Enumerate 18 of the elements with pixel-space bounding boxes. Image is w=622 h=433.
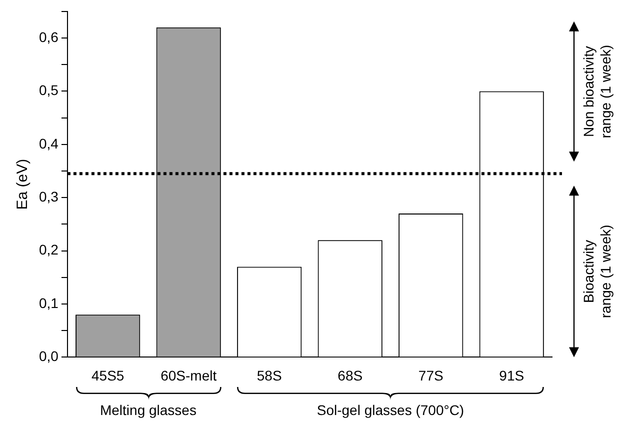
x-tick-label: 77S <box>418 367 444 384</box>
y-tick-label: 0,0 <box>38 348 59 364</box>
y-tick-label: 0,3 <box>38 188 59 204</box>
text: Bioactivity range (1 week) <box>580 224 614 318</box>
x-tick-label: 45S5 <box>91 367 124 384</box>
y-tick-label: 0,4 <box>38 135 59 152</box>
y-tick-label: 0,6 <box>38 28 59 45</box>
x-tick-label: 58S <box>256 367 282 384</box>
text: Sol-gel glasses (700°C) <box>316 402 464 418</box>
x-tick-label: 60S-melt <box>160 367 217 384</box>
x-tick-label: 91S <box>499 367 524 384</box>
y-axis-title: Ea (eV) <box>14 158 32 210</box>
y-tick-label: 0,2 <box>38 242 59 258</box>
text: Melting glasses <box>100 402 196 418</box>
y-tick-label: 0,1 <box>38 294 59 311</box>
text: Non bioactivity range (1 week) <box>580 44 614 138</box>
x-tick-label: 68S <box>338 367 363 384</box>
y-tick-label: 0,5 <box>38 82 59 98</box>
